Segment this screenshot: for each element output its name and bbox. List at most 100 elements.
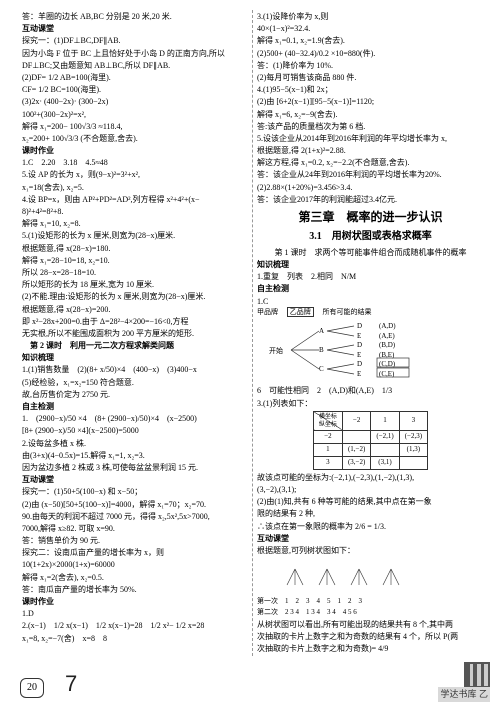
text: 3.(1)设降价率为 x,则 [257, 11, 484, 22]
text: 100²+(300−2x)²=x², [22, 109, 248, 120]
coordinate-table: 横坐标 纵坐标 −2 1 3 −2(−2,1)(−2,3) 1(1,−2)(1,… [313, 411, 428, 470]
section-title: 3.1 用树状图或表格求概率 [257, 230, 484, 244]
text: (5)经检验，x₁=x₂=150 符合题意. [22, 377, 248, 388]
text: 1.C [257, 296, 484, 307]
text: 4.设 BP=x，则由 AP²+PD²=AD²,列方程得 x²+4²+(x− [22, 194, 248, 205]
text: 故,台历售价定为 2750 元. [22, 389, 248, 400]
text: 10(1+2x)×2000(1+x)=60000 [22, 559, 248, 570]
text: 探究一：(1)50+5(100−x) 和 x−50； [22, 486, 248, 497]
text: 根据题意,得 x(28−x)=180. [22, 243, 248, 254]
svg-text:E: E [357, 332, 361, 340]
score-mark: 7 [65, 669, 77, 700]
text: x₂=200+ 100√3/3 (不合题意,舍去). [22, 133, 248, 144]
text: 根据题意,得 x(28−x)=200. [22, 304, 248, 315]
text: 所以 28−x=28−18=10. [22, 267, 248, 278]
svg-text:A: A [319, 327, 324, 335]
chapter-title: 第三章 概率的进一步认识 [257, 209, 484, 226]
heading: 课时作业 [22, 145, 248, 156]
text: ∴该点在第一象限的概率为 2/6 = 1/3. [257, 521, 484, 532]
text: (2)由 (x−50)[50+5(100−x)]=4000，解得 x₁=70；x… [22, 499, 248, 510]
text: 根据题意,得 2(1+x)²=2.88. [257, 145, 484, 156]
text: 解得 x₁=28−10=18, x₂=10. [22, 255, 248, 266]
watermark: 学达书库 乙 [438, 687, 490, 702]
text: 1.重复 列表 2.相同 N/M [257, 271, 484, 282]
text: 次抽取的卡片上数字之和为奇数)= 4/9 [257, 643, 484, 654]
text: 40×(1−x)²=32.4. [257, 23, 484, 34]
text: 答：销售单价为 90 元. [22, 535, 248, 546]
svg-text:C: C [319, 365, 324, 373]
text: 4.(1)95−5(x−1)和 2x； [257, 84, 484, 95]
text: 解得 x₁=6, x₂=−9(舍去). [257, 109, 484, 120]
heading: 自主检测 [22, 401, 248, 412]
text: 解得 x₁=10, x₂=8. [22, 218, 248, 229]
text: 答：该企业从24年到2016年利润的平均增长率为20%. [257, 169, 484, 180]
svg-text:开始: 开始 [269, 346, 283, 355]
heading: 课时作业 [22, 596, 248, 607]
text: 5.设 AP 的长为 x，则(9−x)²=3²+x², [22, 169, 248, 180]
text: 90.由每天的利润不超过 7000 元，得得 x₂,5x²,5x>7000, [22, 511, 248, 522]
heading: 互动课堂 [22, 23, 248, 34]
text: 解这方程,得 x₁=0.2, x₂=−2.2(不合题意,舍去). [257, 157, 484, 168]
text: 从树状图可以看出,所有可能出现的结果共有 8 个,其中两 [257, 619, 484, 630]
text: x₁=18(舍去), x₂=5. [22, 182, 248, 193]
tree-svg: 开始 A B C D E D E D E (A,D) (A,E) (B,D) (… [269, 321, 459, 379]
text: 因为盆边多植 2 株或 3 株,可使每盆盆景利润 15 元. [22, 462, 248, 473]
text: x₁=8, x₂=−7(舍) x=8 8 [22, 633, 248, 644]
text: 7000,解得 x≥82. 可取 x=90. [22, 523, 248, 534]
text: 探究二：设南瓜亩产量的增长率为 x，则 [22, 547, 248, 558]
heading: 互动课堂 [22, 474, 248, 485]
text: 2.(x−1) 1/2 x(x−1) 1/2 x(x−1)=28 1/2 x²−… [22, 620, 248, 631]
text: 答：(1)降价率为 10%. [257, 60, 484, 71]
svg-text:(B,D): (B,D) [379, 341, 396, 349]
text: 第二次 2 3 4 1 3 4 3 4 4 5 6 [257, 608, 484, 618]
svg-text:D: D [357, 341, 362, 349]
lesson-title: 第 1 课时 求两个等可能事件组合而成随机事件的概率 [257, 247, 484, 258]
text: 6 可能性相同 2 (A,D)和(A,E) 1/3 [257, 385, 484, 396]
text: 无实根,所以不能围成面积为 200 平方厘米的矩形. [22, 328, 248, 339]
text: 5.(1)设矩形的长为 x 厘米,则宽为(28−x)厘米. [22, 230, 248, 241]
text: 答：羊圈的边长 AB,BC 分别是 20 米,20 米. [22, 11, 248, 22]
text: 所以矩形的长为 18 厘米,宽为 10 厘米. [22, 279, 248, 290]
svg-text:(A,D): (A,D) [379, 322, 396, 330]
text: 解得 x₁=2(舍去), x₂=0.5. [22, 572, 248, 583]
text: 1.D [22, 608, 248, 619]
text: 根据题意,可列树状图如下： [257, 545, 484, 556]
text: 故该点可能的坐标为:(−2,1),(−2,3),(1,−2),(1,3), [257, 472, 484, 483]
text: 因为小岛 F 位于 BC 上且恰好处于小岛 D 的正南方向,所以 [22, 48, 248, 59]
text: 由(3+x)(4−0.5x)=15.解得 x₁=1, x₂=3. [22, 450, 248, 461]
svg-text:(A,E): (A,E) [379, 332, 395, 340]
small-tree [257, 557, 457, 593]
text: 解得 x₁=200− 100√3/3 ≈118.4, [22, 121, 248, 132]
text: (3,−2),(3,1); [257, 484, 484, 495]
text: (2)500+ (40−32.4)/0.2 ×10=880(件). [257, 48, 484, 59]
text: 3.(1)列表如下： [257, 398, 484, 409]
text: 答：南瓜亩产量的增长率为 50%. [22, 584, 248, 595]
text: 即 x²−28x+200=0.由于 Δ=28²−4×200=−16<0,方程 [22, 316, 248, 327]
heading: 第 2 课时 利用一元二次方程求解类问题 [22, 340, 248, 351]
right-column: 3.(1)设降价率为 x,则 40×(1−x)²=32.4. 解得 x₁=0.1… [253, 10, 488, 656]
text: 次抽取的卡片上数字之和为奇数的结果有 4 个，所以 P(两 [257, 631, 484, 642]
text: (2)不能.理由:设矩形的长为 x 厘米,则宽为(28−x)厘米. [22, 291, 248, 302]
text: CF= 1/2 BC=100(海里). [22, 84, 248, 95]
text: (2)每月可销售该商品 880 件. [257, 72, 484, 83]
text: (2)DF= 1/2 AB=100(海里). [22, 72, 248, 83]
text: (2)2.88×(1+20%)=3.456>3.4. [257, 182, 484, 193]
text: 1.(1)销售数量 (2)(8+ x/50)×4 (400−x) (3)400−… [22, 364, 248, 375]
text: DF⊥BC;又由题意知 AB⊥BC,所以 DF∥AB. [22, 60, 248, 71]
heading: 知识梳理 [257, 259, 484, 270]
heading: 自主检测 [257, 283, 484, 294]
text: [8+ (2900−x)/50 ×4](x−2500)=5000 [22, 425, 248, 436]
heading: 互动课堂 [257, 533, 484, 544]
text: 探究一：(1)DF⊥BC,DF∥AB. [22, 35, 248, 46]
text: 答：该企业2017年的利润能超过3.4亿元. [257, 194, 484, 205]
text: 限的结果有 2 种, [257, 508, 484, 519]
heading: 知识梳理 [22, 352, 248, 363]
tree-diagram: 开始 A B C D E D E D E (A,D) (A,E) (B,D) (… [269, 321, 484, 383]
page-number: 20 [20, 678, 44, 698]
svg-text:D: D [357, 322, 362, 330]
text: 5.设该企业从2014年到2016年利润的年平均增长率为 x, [257, 133, 484, 144]
text: 第一次 1 2 3 4 5 1 2 3 [257, 597, 484, 607]
svg-text:E: E [357, 370, 361, 378]
text: (2)由 [6+2(x−1)][95−5(x−1)]=1120; [257, 96, 484, 107]
text: (2)由(1)知,共有 6 种等可能的结果,其中点在第一象 [257, 496, 484, 507]
